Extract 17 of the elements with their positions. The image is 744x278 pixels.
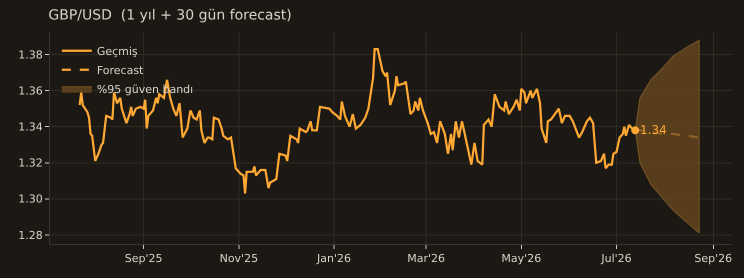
- x-tick-label: Nov'25: [220, 252, 258, 266]
- y-tick-label: 1.28: [18, 228, 43, 242]
- x-tick-label: Sep'25: [124, 252, 163, 266]
- y-tick-label: 1.34: [18, 120, 43, 134]
- y-tick-label: 1.38: [18, 48, 43, 62]
- x-tick-label: May'26: [501, 252, 542, 266]
- chart-title: GBP/USD (1 yıl + 30 gün forecast): [48, 8, 292, 24]
- y-tick-label: 1.32: [18, 156, 43, 170]
- annotation: 1.34: [640, 123, 667, 137]
- x-tick-label: Jan'26: [316, 252, 352, 266]
- legend-label: Geçmiş: [96, 45, 138, 58]
- x-tick-label: Mar'26: [407, 252, 445, 266]
- y-tick-label: 1.30: [18, 192, 43, 206]
- x-tick-label: Sep'26: [694, 252, 732, 266]
- legend-label: Forecast: [96, 64, 144, 78]
- y-tick-label: 1.36: [18, 84, 43, 98]
- x-tick-label: Jul'26: [600, 252, 632, 266]
